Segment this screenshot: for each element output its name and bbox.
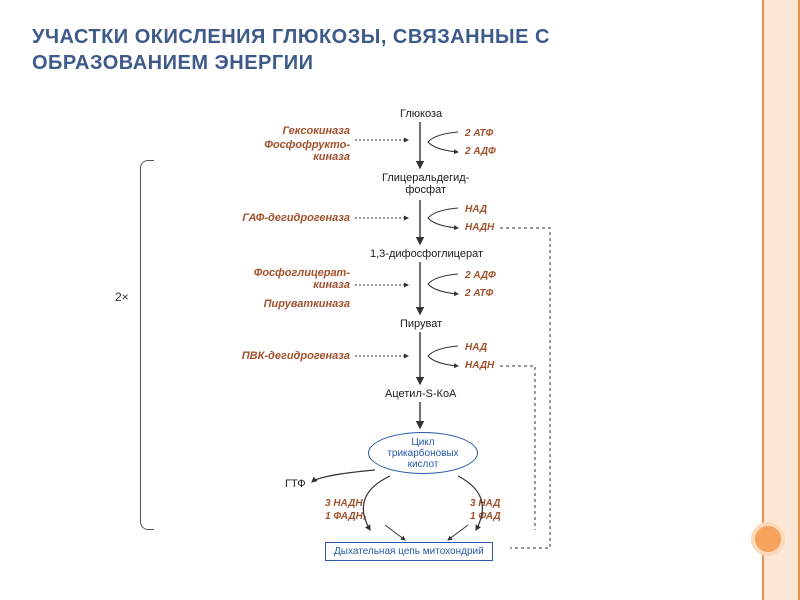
cof-nad: НАД: [465, 204, 487, 215]
cof-nad2: НАД: [465, 342, 487, 353]
brace-2x: [140, 160, 154, 530]
cof-3nad: 3 НАД: [470, 498, 500, 509]
next-slide-button[interactable]: [751, 522, 785, 556]
cof-1fad: 1 ФАД: [470, 511, 501, 522]
enzyme-gapdh: ГАФ-дегидрогеназа: [210, 212, 350, 224]
decorative-stripe: [762, 0, 800, 600]
enzyme-pgk: Фосфоглицерат- киназа: [210, 268, 350, 291]
slide-title: УЧАСТКИ ОКИСЛЕНИЯ ГЛЮКОЗЫ, СВЯЗАННЫЕ С О…: [32, 24, 632, 76]
node-pyruvate: Пируват: [400, 318, 442, 330]
cof-2atp: 2 АТФ: [465, 128, 493, 139]
cof-2atp-b: 2 АТФ: [465, 288, 493, 299]
node-gap: Глицеральдегид- фосфат: [382, 172, 469, 196]
tca-label: Цикл трикарбоновых кислот: [387, 437, 458, 470]
enzyme-pdh: ПВК-дегидрогеназа: [210, 350, 350, 362]
cof-nadh2: НАДН: [465, 360, 494, 371]
enzyme-pfk: Фосфофрукто- киназа: [210, 140, 350, 163]
node-glucose: Глюкоза: [400, 108, 442, 120]
metabolic-pathway-diagram: 2× Глюкоза Глицеральдегид- фосфат 1,3-ди…: [190, 100, 650, 580]
multiplier-label: 2×: [115, 290, 129, 304]
tca-cycle-box: Цикл трикарбоновых кислот: [368, 432, 478, 474]
cof-1fadh2: 1 ФАДН₂: [325, 511, 367, 522]
cof-3nadh: 3 НАДН: [325, 498, 363, 509]
node-gtp: ГТФ: [285, 478, 306, 490]
enzyme-pk: Пируваткиназа: [210, 298, 350, 310]
enzyme-pfk-text: Фосфофрукто- киназа: [264, 139, 350, 163]
cof-nadh: НАДН: [465, 222, 494, 233]
enzyme-pgk-text: Фосфоглицерат- киназа: [254, 267, 350, 291]
enzyme-hexokinase: Гексокиназа: [210, 125, 350, 137]
node-acoa: Ацетил-S-КоА: [385, 388, 456, 400]
cof-2adp: 2 АДФ: [465, 146, 496, 157]
resp-chain-box: Дыхательная цепь митохондрий: [325, 542, 493, 561]
node-gap-text: Глицеральдегид- фосфат: [382, 172, 469, 196]
cof-2adp-b: 2 АДФ: [465, 270, 496, 281]
node-bpg: 1,3-дифосфоглицерат: [370, 248, 483, 260]
